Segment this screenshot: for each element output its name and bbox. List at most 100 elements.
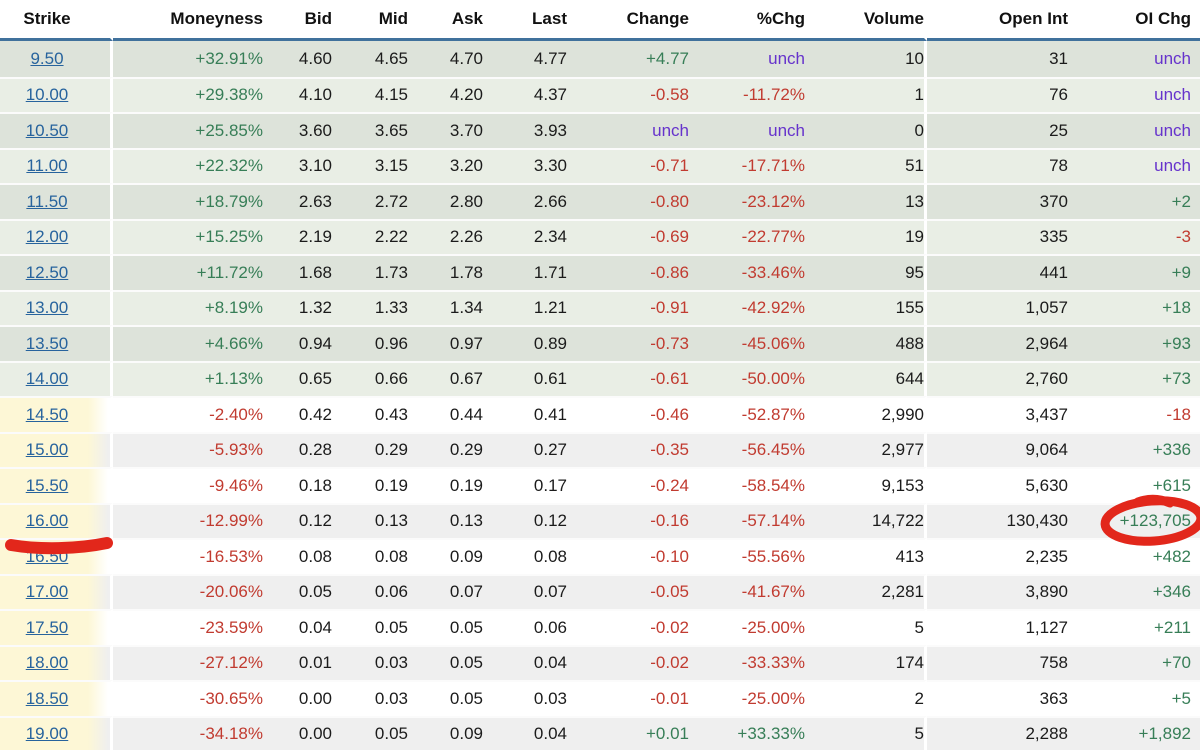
pct_chg-cell: -58.54% [689, 467, 805, 503]
mid-cell: 0.08 [332, 538, 408, 574]
strike-link[interactable]: 16.50 [25, 546, 69, 566]
strike-cell: 13.50 [0, 325, 113, 361]
column-header-strike: Strike [0, 0, 113, 41]
volume-cell: 2,990 [805, 396, 927, 432]
option-row-14.50: 14.50 -2.40% 0.42 0.43 0.44 0.41 -0.46 -52.87% 2… [0, 396, 1200, 432]
volume-cell: 2 [805, 680, 927, 716]
strike-cell: 11.50 [0, 183, 113, 219]
volume-cell: 644 [805, 360, 927, 396]
option-row-10.50: 10.50 +25.85% 3.60 3.65 3.70 3.93 unch unch 0 25 u… [0, 112, 1200, 148]
option-row-18.50: 18.50 -30.65% 0.00 0.03 0.05 0.03 -0.01 -25.00%… [0, 680, 1200, 716]
last-cell: 0.41 [483, 396, 567, 432]
column-header-open_int: Open Int [927, 0, 1068, 41]
bid-cell: 0.04 [263, 609, 332, 645]
last-cell: 0.06 [483, 609, 567, 645]
mid-cell: 2.22 [332, 218, 408, 254]
option-row-11.00: 11.00 +22.32% 3.10 3.15 3.20 3.30 -0.71 -17.71%… [0, 147, 1200, 183]
pct_chg-cell: -23.12% [689, 183, 805, 219]
strike-link[interactable]: 15.50 [25, 475, 69, 495]
bid-cell: 0.05 [263, 573, 332, 609]
mid-cell: 4.15 [332, 76, 408, 112]
open_int-cell: 2,235 [927, 538, 1068, 574]
last-cell: 4.77 [483, 41, 567, 77]
bid-cell: 0.65 [263, 360, 332, 396]
ask-cell: 0.05 [408, 609, 483, 645]
strike-cell: 17.50 [0, 609, 113, 645]
pct_chg-cell: -17.71% [689, 147, 805, 183]
strike-link[interactable]: 11.00 [26, 156, 68, 176]
column-header-last: Last [483, 0, 567, 41]
pct_chg-cell: -33.33% [689, 644, 805, 680]
moneyness-cell: -27.12% [113, 644, 263, 680]
ask-cell: 0.97 [408, 325, 483, 361]
strike-cell: 9.50 [0, 41, 113, 77]
last-cell: 0.04 [483, 644, 567, 680]
mid-cell: 0.03 [332, 680, 408, 716]
bid-cell: 4.10 [263, 76, 332, 112]
moneyness-cell: -9.46% [113, 467, 263, 503]
strike-link[interactable]: 10.50 [25, 120, 69, 140]
strike-link[interactable]: 14.00 [25, 369, 69, 389]
strike-link[interactable]: 19.00 [25, 724, 69, 744]
strike-link[interactable]: 15.00 [25, 440, 69, 460]
oi_chg-cell: +346 [1068, 573, 1200, 609]
option-row-15.50: 15.50 -9.46% 0.18 0.19 0.19 0.17 -0.24 -58.54% 9… [0, 467, 1200, 503]
strike-cell: 17.00 [0, 573, 113, 609]
ask-cell: 0.05 [408, 644, 483, 680]
last-cell: 0.03 [483, 680, 567, 716]
option-row-14.00: 14.00 +1.13% 0.65 0.66 0.67 0.61 -0.61 -50.00% 6… [0, 360, 1200, 396]
strike-link[interactable]: 13.00 [25, 298, 69, 318]
pct_chg-cell: -56.45% [689, 431, 805, 467]
open_int-cell: 3,890 [927, 573, 1068, 609]
open_int-cell: 758 [927, 644, 1068, 680]
strike-link[interactable]: 17.00 [25, 582, 69, 602]
strike-link[interactable]: 11.50 [26, 191, 68, 211]
volume-cell: 155 [805, 289, 927, 325]
last-cell: 0.89 [483, 325, 567, 361]
strike-link[interactable]: 12.50 [25, 262, 69, 282]
last-cell: 0.04 [483, 715, 567, 750]
strike-link[interactable]: 10.00 [25, 85, 69, 105]
oi_chg-cell: +9 [1068, 254, 1200, 290]
pct_chg-cell: -33.46% [689, 254, 805, 290]
mid-cell: 0.43 [332, 396, 408, 432]
open_int-cell: 76 [927, 76, 1068, 112]
change-cell: -0.69 [567, 218, 689, 254]
option-row-11.50: 11.50 +18.79% 2.63 2.72 2.80 2.66 -0.80 -23.12%… [0, 183, 1200, 219]
strike-link[interactable]: 14.50 [25, 404, 69, 424]
pct_chg-cell: -11.72% [689, 76, 805, 112]
open_int-cell: 130,430 [927, 502, 1068, 538]
oi_chg-cell: -18 [1068, 396, 1200, 432]
strike-link[interactable]: 12.00 [25, 227, 69, 247]
last-cell: 1.71 [483, 254, 567, 290]
oi_chg-cell: +5 [1068, 680, 1200, 716]
bid-cell: 3.10 [263, 147, 332, 183]
strike-link[interactable]: 18.50 [25, 688, 69, 708]
strike-link[interactable]: 13.50 [25, 333, 69, 353]
open_int-cell: 3,437 [927, 396, 1068, 432]
oi_chg-cell: +482 [1068, 538, 1200, 574]
volume-cell: 51 [805, 147, 927, 183]
strike-link[interactable]: 16.00 [25, 511, 69, 531]
moneyness-cell: +32.91% [113, 41, 263, 77]
volume-cell: 2,977 [805, 431, 927, 467]
option-row-10.00: 10.00 +29.38% 4.10 4.15 4.20 4.37 -0.58 -11.72%… [0, 76, 1200, 112]
mid-cell: 0.06 [332, 573, 408, 609]
mid-cell: 3.15 [332, 147, 408, 183]
last-cell: 0.61 [483, 360, 567, 396]
strike-cell: 13.00 [0, 289, 113, 325]
mid-cell: 0.96 [332, 325, 408, 361]
strike-link[interactable]: 17.50 [25, 617, 69, 637]
option-row-13.00: 13.00 +8.19% 1.32 1.33 1.34 1.21 -0.91 -42.92% 1… [0, 289, 1200, 325]
pct_chg-cell: -25.00% [689, 609, 805, 645]
mid-cell: 4.65 [332, 41, 408, 77]
mid-cell: 0.13 [332, 502, 408, 538]
ask-cell: 0.44 [408, 396, 483, 432]
strike-link[interactable]: 9.50 [30, 48, 64, 68]
volume-cell: 13 [805, 183, 927, 219]
volume-cell: 2,281 [805, 573, 927, 609]
header-row: Strike Moneyness Bid Mid Ask Last Change %Chg Vo… [0, 0, 1200, 41]
mid-cell: 1.73 [332, 254, 408, 290]
mid-cell: 0.19 [332, 467, 408, 503]
strike-link[interactable]: 18.00 [25, 653, 69, 673]
